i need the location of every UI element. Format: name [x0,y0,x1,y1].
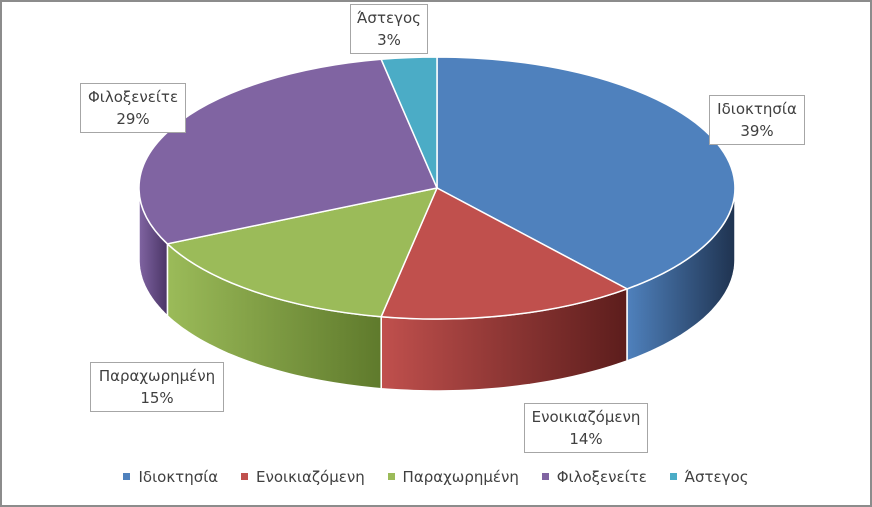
legend-label: Παραχωρημένη [402,467,519,486]
data-label-astegos: Άστεγος 3% [350,4,428,54]
legend-item-astegos: Άστεγος [669,467,749,486]
legend-swatch [387,473,395,480]
legend-item-idioktisia: Ιδιοκτησία [123,468,218,486]
legend-swatch [541,473,549,480]
legend-label: Ιδιοκτησία [138,467,219,486]
data-label-idioktisia: Ιδιοκτησία 39% [709,95,805,145]
legend-swatch [123,473,131,480]
legend-item-filoxeneite: Φιλοξενείτε [541,467,647,486]
data-label-filoxeneite: Φιλοξενείτε 29% [80,83,186,133]
data-label-parachorimeni: Παραχωρημένη 15% [90,362,224,412]
legend-swatch [669,473,677,480]
legend-label: Φιλοξενείτε [556,467,647,486]
legend-label: Ενοικιαζόμενη [255,467,365,486]
pie-slices [138,56,736,320]
pie-slice-1 [380,186,629,320]
data-label-enoikiazomeni: Ενοικιαζόμενη 14% [524,403,648,453]
legend-label: Άστεγος [684,467,749,486]
legend: Ιδιοκτησία Ενοικιαζόμενη Παραχωρημένη Φι… [2,466,870,486]
legend-swatch [240,473,248,480]
pie-slice-2 [165,186,439,318]
legend-item-enoikiazomeni: Ενοικιαζόμενη [240,467,365,486]
legend-item-parachorimeni: Παραχωρημένη [387,467,519,486]
pie-slice-4 [380,56,438,189]
